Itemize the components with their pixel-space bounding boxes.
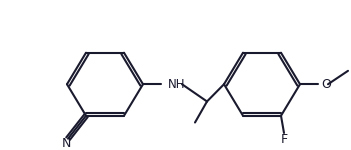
Text: O: O [321,78,331,91]
Text: N: N [61,137,71,150]
Text: F: F [280,133,287,146]
Text: NH: NH [168,78,185,91]
